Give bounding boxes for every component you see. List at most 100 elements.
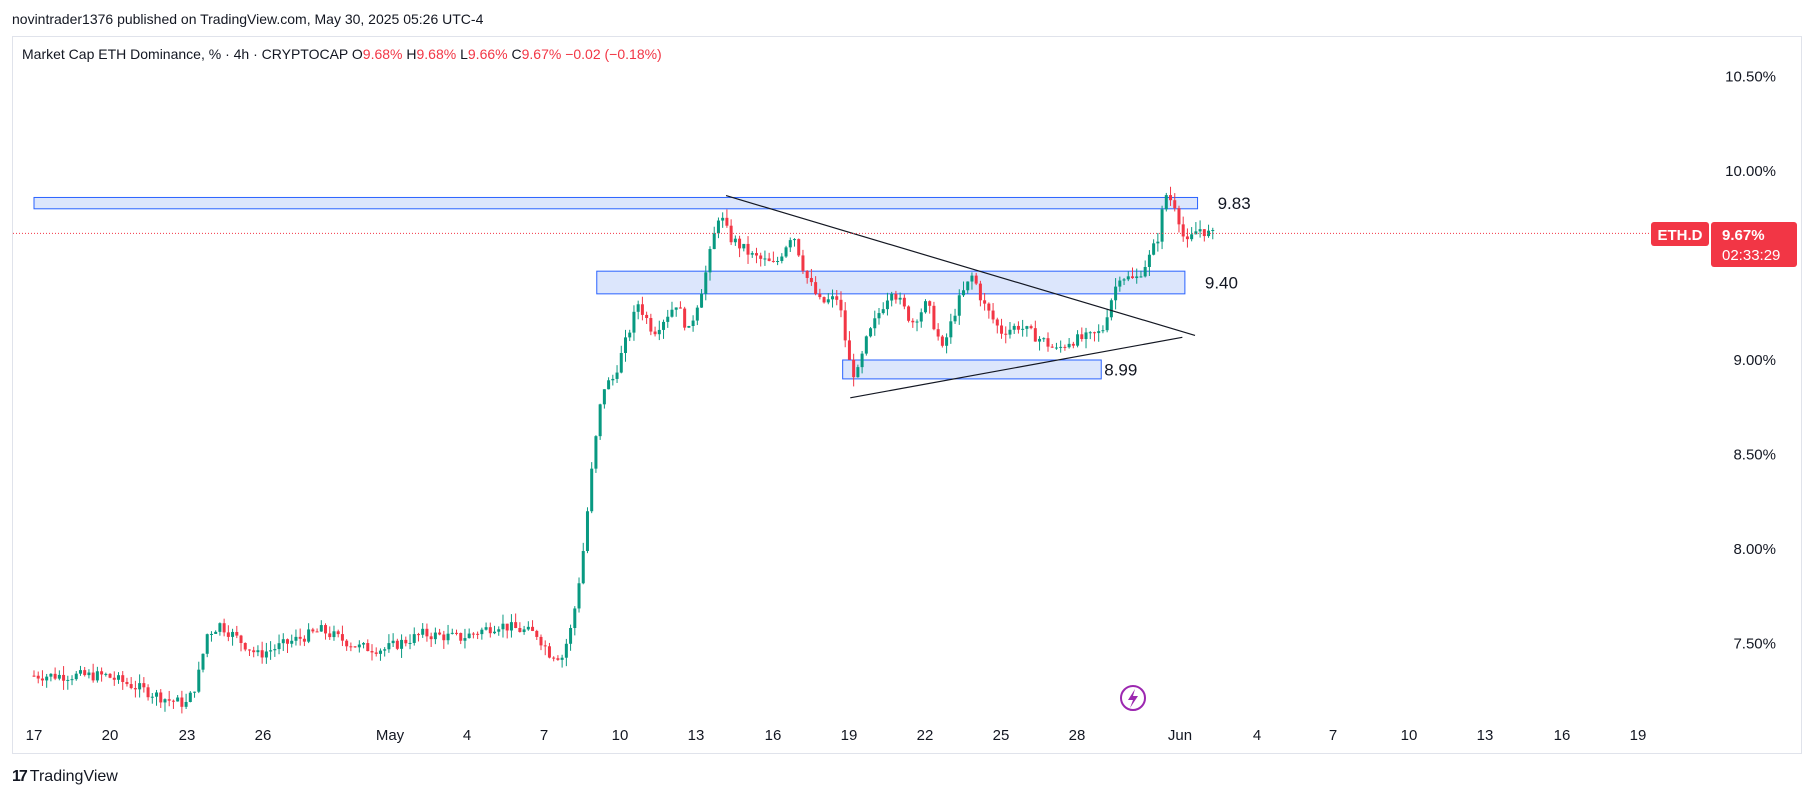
- x-tick-label: 10: [1401, 727, 1418, 744]
- chart-pane[interactable]: [12, 36, 1802, 754]
- candle-body: [974, 275, 978, 284]
- price-axis: 10.50% 10.00% 9.00% 8.50% 8.00% 7.50%: [1725, 69, 1776, 653]
- candle-body: [1059, 346, 1063, 348]
- candle-body: [611, 378, 615, 381]
- open-label: O: [351, 46, 363, 62]
- candle-body: [683, 308, 687, 328]
- candle-body: [36, 675, 40, 679]
- candle-body: [471, 633, 475, 635]
- candle-body: [112, 677, 116, 680]
- candle-body: [260, 650, 264, 658]
- candle-body: [463, 638, 467, 641]
- y-tick-label: 7.50%: [1733, 636, 1776, 653]
- candle-body: [1029, 326, 1033, 329]
- candle-body: [83, 670, 87, 676]
- candle-body: [1156, 241, 1160, 244]
- candle-body: [159, 692, 163, 703]
- candle-body: [218, 623, 222, 632]
- candle-body: [455, 632, 458, 634]
- candle-body: [674, 307, 678, 310]
- candle-body: [281, 639, 285, 644]
- candle-body: [628, 332, 632, 338]
- x-tick-label: 19: [841, 727, 858, 744]
- candle-body: [522, 629, 526, 633]
- candle-body: [108, 673, 112, 678]
- candle-body: [176, 697, 180, 702]
- candle-body: [991, 310, 995, 320]
- candle-body: [771, 260, 775, 262]
- price-tag-bg: [1711, 222, 1797, 267]
- candle-body: [902, 297, 906, 307]
- candle-body: [404, 639, 408, 644]
- trendlines-layer: [725, 194, 1196, 399]
- candle-body: [438, 632, 442, 635]
- tradingview-logo[interactable]: 17 TradingView: [12, 768, 118, 786]
- candle-body: [1131, 276, 1134, 279]
- zone-9-83[interactable]: [33, 196, 1199, 210]
- candle-body: [1097, 331, 1101, 334]
- candle-body: [1076, 334, 1080, 346]
- candle-body: [70, 679, 74, 681]
- candle-body: [670, 309, 674, 317]
- candle-body: [1021, 328, 1025, 330]
- candle-body: [226, 632, 230, 637]
- candle-body: [235, 631, 239, 636]
- price-tag-price: 9.67%: [1722, 227, 1765, 244]
- zone-8-99[interactable]: [842, 359, 1102, 380]
- symbol-title: Market Cap ETH Dominance, % · 4h · CRYPT…: [22, 46, 348, 62]
- candle-body: [564, 643, 568, 658]
- candle-body: [928, 301, 932, 306]
- candle-body: [1169, 195, 1173, 201]
- candle-body: [357, 644, 361, 648]
- candle-body: [826, 299, 830, 303]
- open-value: 9.68%: [362, 46, 403, 62]
- candle-body: [400, 639, 404, 649]
- candle-body: [1190, 234, 1194, 240]
- candle-body: [1042, 338, 1046, 340]
- candle-body: [911, 320, 915, 323]
- trendline-descending[interactable]: [725, 194, 1196, 337]
- price-tag-layer: ETH.D 9.67% 02:33:29: [1651, 222, 1797, 267]
- candle-body: [585, 511, 589, 552]
- candle-body: [1105, 317, 1109, 331]
- candle-body: [57, 674, 61, 679]
- candle-body: [598, 404, 602, 437]
- candle-body: [488, 627, 492, 634]
- candle-body: [1008, 329, 1012, 335]
- lightning-icon[interactable]: [1120, 685, 1146, 711]
- candle-body: [387, 643, 391, 650]
- candle-body: [949, 321, 953, 338]
- candle-body: [759, 255, 763, 259]
- candle-body: [247, 649, 251, 651]
- candle-body: [978, 283, 982, 301]
- trendline-ascending[interactable]: [850, 336, 1183, 399]
- candle-body: [1063, 346, 1067, 348]
- candle-body: [243, 642, 247, 650]
- candle-body: [87, 672, 91, 676]
- candle-body: [560, 657, 564, 660]
- candle-body: [374, 652, 378, 654]
- candle-body: [784, 247, 788, 257]
- candle-body: [843, 310, 847, 341]
- x-tick-label: 13: [688, 727, 705, 744]
- y-tick-label: 10.50%: [1725, 69, 1776, 86]
- candle-body: [721, 217, 725, 221]
- candle-body: [1050, 346, 1054, 348]
- candle-body: [1067, 343, 1071, 348]
- candle-body: [155, 692, 159, 697]
- candle-body: [716, 220, 720, 234]
- x-tick-label: 28: [1069, 727, 1086, 744]
- candle-body: [324, 625, 328, 634]
- candle-body: [408, 642, 412, 644]
- symbol-legend: Market Cap ETH Dominance, % · 4h · CRYPT…: [22, 46, 662, 62]
- zone-9-40[interactable]: [596, 270, 1186, 295]
- candle-body: [953, 315, 957, 322]
- candle-body: [1025, 326, 1029, 329]
- candles-layer: [32, 186, 1215, 714]
- candle-body: [1101, 330, 1105, 332]
- candle-body: [1152, 243, 1156, 255]
- candle-body: [881, 309, 885, 314]
- symbol-tag-text: ETH.D: [1658, 227, 1703, 244]
- candle-body: [167, 699, 171, 701]
